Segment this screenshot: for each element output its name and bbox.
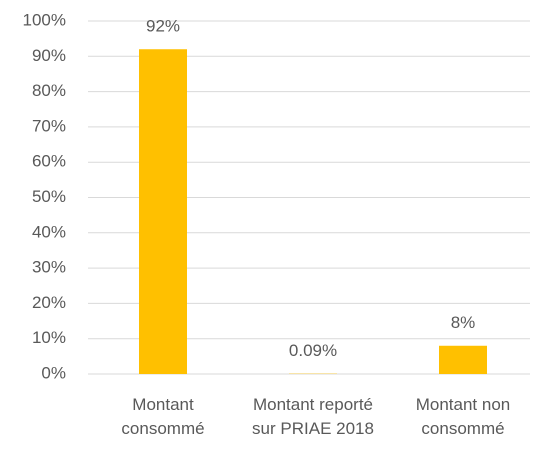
- y-tick-label: 100%: [23, 10, 66, 29]
- y-tick-label: 40%: [32, 222, 66, 241]
- data-label: 92%: [146, 17, 180, 36]
- x-tick-label: Montant non consommé: [415, 395, 511, 438]
- y-tick-label: 70%: [32, 116, 66, 135]
- bar: [139, 49, 187, 375]
- data-label: 8%: [451, 313, 476, 332]
- y-tick-label: 10%: [32, 328, 66, 347]
- bar: [439, 345, 487, 374]
- y-tick-label: 30%: [32, 258, 66, 277]
- y-tick-label: 50%: [32, 187, 66, 206]
- y-tick-label: 60%: [32, 152, 66, 171]
- y-tick-label: 90%: [32, 46, 66, 65]
- y-tick-label: 20%: [32, 293, 66, 312]
- y-tick-label: 0%: [41, 363, 66, 382]
- x-tick-label: Montant reporté sur PRIAE 2018: [252, 395, 374, 438]
- y-tick-label: 80%: [32, 81, 66, 100]
- x-tick-label: Montant consommé: [121, 395, 205, 438]
- data-label: 0.09%: [289, 341, 337, 360]
